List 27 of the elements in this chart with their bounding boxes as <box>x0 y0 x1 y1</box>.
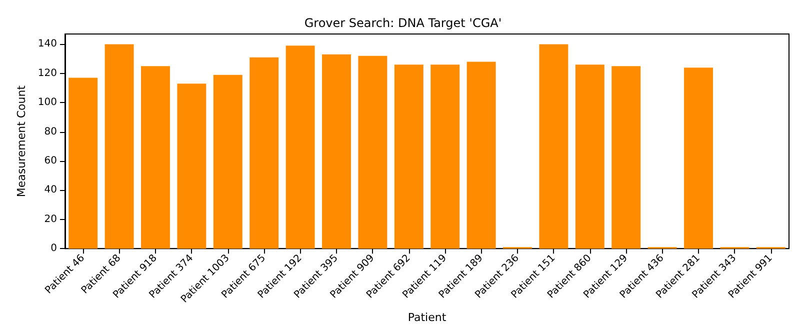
bar <box>68 78 98 249</box>
y-tick-label: 0 <box>50 243 57 254</box>
bar <box>213 74 242 249</box>
bar <box>430 64 460 249</box>
bar <box>684 68 713 249</box>
bar <box>466 62 496 249</box>
bar <box>286 46 315 249</box>
bar <box>104 44 134 249</box>
chart-title: Grover Search: DNA Target 'CGA' <box>304 16 502 30</box>
bar <box>575 64 604 249</box>
y-tick-label: 40 <box>44 184 57 196</box>
bar <box>250 57 279 249</box>
bar <box>394 64 424 249</box>
x-axis-title: Patient <box>408 311 447 324</box>
y-tick-label: 80 <box>44 126 57 138</box>
y-tick-label: 100 <box>38 97 57 108</box>
y-tick-label: 20 <box>44 214 57 225</box>
y-axis-title: Measurement Count <box>15 84 28 198</box>
y-tick-label: 60 <box>44 155 57 166</box>
y-tick-label: 120 <box>38 68 57 79</box>
bar <box>358 56 388 249</box>
bar <box>612 66 641 249</box>
bar <box>177 84 206 249</box>
bar <box>322 54 351 249</box>
bar <box>539 44 568 249</box>
y-tick-label: 140 <box>38 38 57 50</box>
bar <box>141 66 170 249</box>
